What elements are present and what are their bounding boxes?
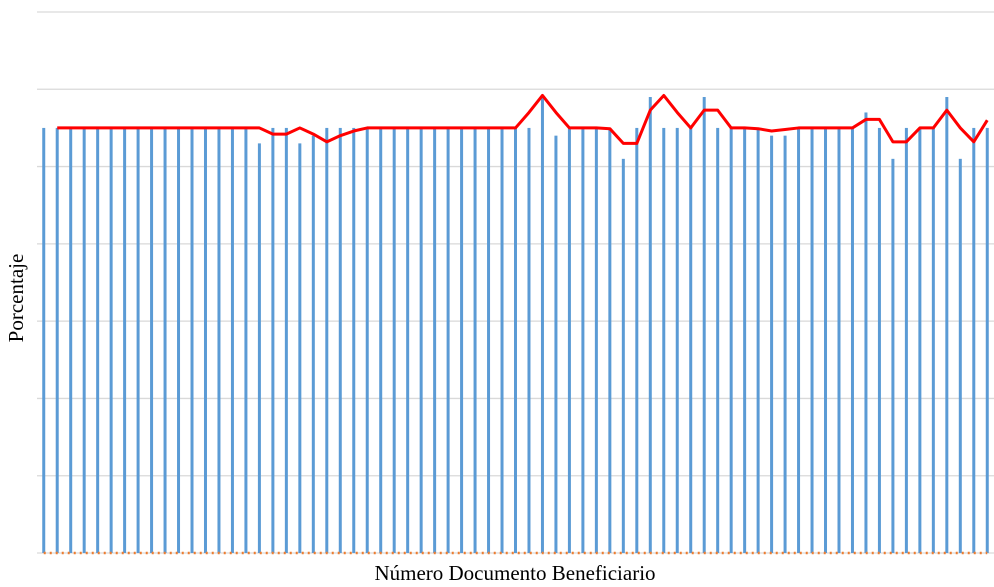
bar (581, 127, 585, 553)
bar (716, 127, 720, 553)
bar (419, 127, 423, 553)
bar (352, 127, 356, 553)
bar (810, 127, 814, 553)
bar (743, 127, 747, 553)
bar (392, 127, 396, 553)
bar (594, 127, 598, 553)
bar (540, 97, 544, 553)
bar (877, 127, 881, 553)
bar (298, 143, 302, 553)
bar (702, 97, 706, 553)
bar (96, 127, 100, 553)
bar (783, 135, 787, 553)
bar (284, 127, 288, 553)
bar (729, 127, 733, 553)
bar (837, 127, 841, 553)
bar (433, 127, 437, 553)
bar (123, 127, 127, 553)
bar (689, 127, 693, 553)
bar (756, 127, 760, 553)
bar (190, 127, 194, 553)
bar (365, 127, 369, 553)
line-series (57, 93, 989, 145)
bar (567, 127, 571, 553)
bar (55, 127, 59, 553)
bar (675, 127, 679, 553)
bar (972, 127, 976, 553)
bar (662, 127, 666, 553)
y-axis-label: Porcentaje (4, 254, 28, 343)
bar (271, 127, 275, 553)
bar (797, 127, 801, 553)
bar (635, 127, 639, 553)
bar (931, 127, 935, 553)
bar (109, 127, 113, 553)
bar (69, 127, 73, 553)
bar (850, 127, 854, 553)
bar (500, 127, 504, 553)
bar (904, 127, 908, 553)
bar (487, 127, 491, 553)
bar (945, 97, 949, 553)
bar (203, 127, 207, 553)
bar (527, 127, 531, 553)
bar (244, 127, 248, 553)
bar (150, 127, 154, 553)
bar (325, 127, 329, 553)
bar (648, 97, 652, 553)
bar (42, 127, 46, 553)
bar (473, 127, 477, 553)
bar (985, 127, 989, 553)
bar (621, 158, 625, 554)
bar (446, 127, 450, 553)
bar (514, 127, 517, 553)
bar (460, 127, 464, 553)
bar (891, 158, 895, 554)
bar (338, 127, 342, 553)
bar (230, 127, 234, 553)
bar (177, 127, 181, 553)
bar (136, 127, 140, 553)
bar (608, 127, 612, 553)
bar (406, 127, 410, 553)
bar (82, 127, 86, 553)
bar (379, 127, 383, 553)
bar (217, 127, 221, 553)
bar (864, 112, 868, 553)
bar (257, 143, 261, 553)
bar (554, 135, 558, 553)
x-axis-label: Número Documento Beneficiario (374, 561, 655, 585)
bar (311, 135, 315, 553)
bar (163, 127, 167, 553)
bar (770, 135, 774, 553)
bar (918, 127, 922, 553)
bar (958, 158, 962, 554)
bar (824, 127, 828, 553)
